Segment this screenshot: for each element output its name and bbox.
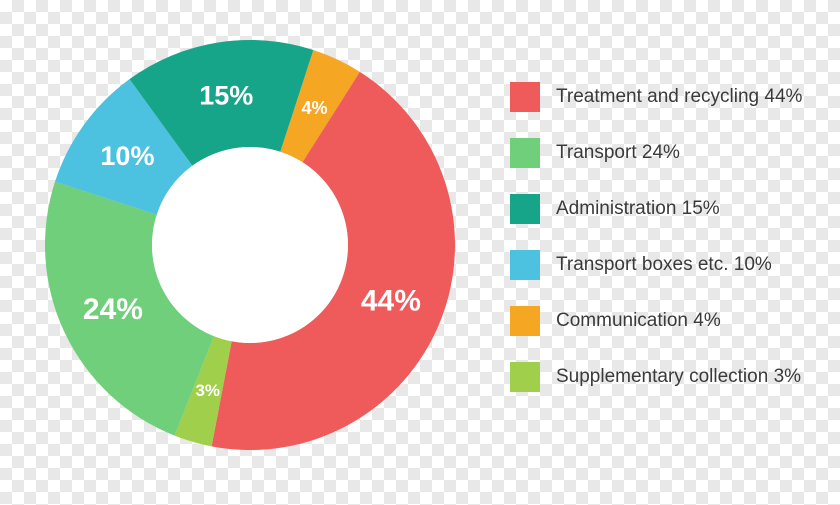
legend-swatch-transport [510,138,540,168]
donut-chart: 4% 44% 3% 24% 10% 15% [30,25,470,465]
legend-swatch-treatment [510,82,540,112]
legend-swatch-supplementary [510,362,540,392]
legend-swatch-transport_boxes [510,250,540,280]
legend-label-administration: Administration 15% [556,198,720,220]
slice-label-treatment: 44% [361,284,421,317]
slice-label-transport: 24% [83,293,143,326]
legend-item-communication: Communication 4% [510,306,802,336]
slice-label-transport_boxes: 10% [100,141,154,171]
legend-item-transport_boxes: Transport boxes etc. 10% [510,250,802,280]
legend: Treatment and recycling 44% Transport 24%… [510,82,802,392]
slice-label-supplementary: 3% [195,381,220,400]
donut-hole [152,147,348,343]
legend-item-supplementary: Supplementary collection 3% [510,362,802,392]
legend-swatch-communication [510,306,540,336]
legend-label-transport: Transport 24% [556,142,680,164]
legend-label-treatment: Treatment and recycling 44% [556,86,802,108]
legend-item-transport: Transport 24% [510,138,802,168]
slice-label-administration: 15% [199,80,253,110]
legend-label-transport_boxes: Transport boxes etc. 10% [556,254,772,276]
legend-label-supplementary: Supplementary collection 3% [556,366,801,388]
legend-label-communication: Communication 4% [556,310,721,332]
legend-swatch-administration [510,194,540,224]
legend-item-administration: Administration 15% [510,194,802,224]
legend-item-treatment: Treatment and recycling 44% [510,82,802,112]
slice-label-communication: 4% [301,98,327,118]
